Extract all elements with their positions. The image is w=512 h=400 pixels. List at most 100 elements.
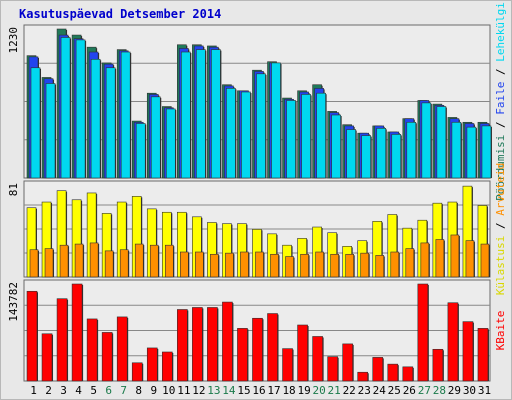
day-tick-label: 12 xyxy=(192,384,205,397)
visits-bar-arvuteid xyxy=(195,251,204,278)
visits-bar-arvuteid xyxy=(255,251,264,278)
kbytes-bar-kbaite xyxy=(327,356,338,382)
requests-bar-lehekülgi xyxy=(165,108,176,179)
day-tick-label: 22 xyxy=(343,384,356,397)
requests-bar-lehekülgi xyxy=(346,129,356,179)
day-tick-label: 13 xyxy=(207,384,220,397)
kbytes-bar-kbaite xyxy=(447,302,459,382)
requests-bar-lehekülgi xyxy=(256,73,266,179)
visits-bar-arvuteid xyxy=(210,253,219,278)
day-tick-label: 30 xyxy=(463,384,476,397)
visits-bar-arvuteid xyxy=(330,253,339,278)
requests-bar-lehekülgi xyxy=(120,51,131,179)
day-tick-label: 17 xyxy=(267,384,280,397)
kbytes-bar-kbaite xyxy=(282,348,293,382)
day-tick-label: 21 xyxy=(328,384,341,397)
requests-bar-lehekülgi xyxy=(286,100,296,179)
visits-bar-arvuteid xyxy=(345,253,354,278)
visits-bar-arvuteid xyxy=(240,251,249,278)
day-tick-label: 1 xyxy=(30,384,37,397)
requests-bar-lehekülgi xyxy=(271,62,281,179)
day-tick-label: 2 xyxy=(45,384,52,397)
kbytes-bar-kbaite xyxy=(477,328,489,382)
visits-bar-arvuteid xyxy=(270,253,279,278)
day-tick-label: 11 xyxy=(177,384,190,397)
visits-legend: Külastusi / Arvuteid xyxy=(494,163,507,295)
requests-bar-lehekülgi xyxy=(361,135,372,179)
kbytes-bar-kbaite xyxy=(56,298,68,382)
legend-label: / xyxy=(494,115,507,135)
requests-bar-lehekülgi xyxy=(226,88,236,179)
requests-legend: Pöördumisi / Faile / Lehekülgi xyxy=(494,2,507,201)
visits-bar-arvuteid xyxy=(134,243,144,278)
visits-bar-arvuteid xyxy=(360,252,370,278)
kbytes-bar-kbaite xyxy=(41,333,53,382)
day-tick-label: 14 xyxy=(222,384,236,397)
day-tick-label: 23 xyxy=(358,384,371,397)
visits-bar-arvuteid xyxy=(44,248,54,278)
visits-bar-arvuteid xyxy=(149,244,159,278)
requests-bar-lehekülgi xyxy=(301,94,311,179)
visits-bar-arvuteid xyxy=(315,251,324,278)
requests-bar-lehekülgi xyxy=(135,123,146,179)
visits-bar-arvuteid xyxy=(29,249,39,278)
day-tick-label: 3 xyxy=(60,384,67,397)
visits-bar-arvuteid xyxy=(465,240,475,278)
kbytes-bar-kbaite xyxy=(101,332,113,382)
kbytes-bar-kbaite xyxy=(161,351,173,382)
visits-bar-arvuteid xyxy=(59,244,69,278)
kbytes-bar-kbaite xyxy=(357,371,369,382)
legend-label: / xyxy=(494,216,507,236)
kbytes-legend: KBaite xyxy=(494,311,507,351)
kbytes-ymax-label: 143782 xyxy=(7,282,20,322)
requests-bar-lehekülgi xyxy=(75,39,86,179)
requests-bar-lehekülgi xyxy=(331,114,341,179)
visits-bar-arvuteid xyxy=(119,249,129,278)
kbytes-bar-kbaite xyxy=(252,317,263,382)
day-tick-label: 26 xyxy=(403,384,416,397)
requests-bar-lehekülgi xyxy=(30,67,41,179)
visits-bar-arvuteid xyxy=(480,243,490,278)
requests-bar-lehekülgi xyxy=(481,125,492,179)
kbytes-bar-kbaite xyxy=(462,321,474,382)
visits-bar-arvuteid xyxy=(420,242,430,278)
visits-bar-arvuteid xyxy=(390,251,400,278)
requests-bar-lehekülgi xyxy=(105,67,116,179)
requests-bar-lehekülgi xyxy=(45,83,56,179)
page-title: Kasutuspäevad Detsember 2014 xyxy=(19,7,222,21)
day-tick-label: 10 xyxy=(162,384,175,397)
day-tick-label: 31 xyxy=(478,384,491,397)
kbytes-bar-kbaite xyxy=(312,336,323,382)
visits-bar-arvuteid xyxy=(285,256,294,278)
legend-label: Külastusi xyxy=(494,236,507,296)
visits-bar-arvuteid xyxy=(180,251,189,278)
requests-ymax-label: 1230 xyxy=(7,27,20,54)
visits-bar-arvuteid xyxy=(300,253,309,278)
kbytes-bar-kbaite xyxy=(131,362,143,382)
legend-label: Arvuteid xyxy=(494,163,507,216)
kbytes-bar-kbaite xyxy=(222,301,233,382)
kbytes-bar-kbaite xyxy=(342,343,353,382)
day-tick-label: 19 xyxy=(297,384,310,397)
day-tick-label: 6 xyxy=(105,384,112,397)
day-tick-label: 29 xyxy=(448,384,461,397)
day-tick-label: 28 xyxy=(433,384,446,397)
requests-bar-lehekülgi xyxy=(451,121,462,179)
visits-bar-arvuteid xyxy=(104,250,114,278)
requests-bar-lehekülgi xyxy=(150,96,161,179)
legend-label: Pöördumisi xyxy=(494,135,507,201)
visits-bar-arvuteid xyxy=(164,244,174,278)
requests-bar-lehekülgi xyxy=(466,126,477,179)
kbytes-bar-kbaite xyxy=(26,290,38,382)
visits-bar-arvuteid xyxy=(74,243,84,278)
day-tick-label: 4 xyxy=(75,384,82,397)
requests-bar-lehekülgi xyxy=(421,102,432,179)
requests-bar-lehekülgi xyxy=(376,128,387,179)
visits-bar-arvuteid xyxy=(405,248,415,278)
day-tick-label: 7 xyxy=(120,384,127,397)
kbytes-bar-kbaite xyxy=(432,348,444,382)
visits-bar-arvuteid xyxy=(375,255,385,278)
kbytes-bar-kbaite xyxy=(237,328,248,382)
